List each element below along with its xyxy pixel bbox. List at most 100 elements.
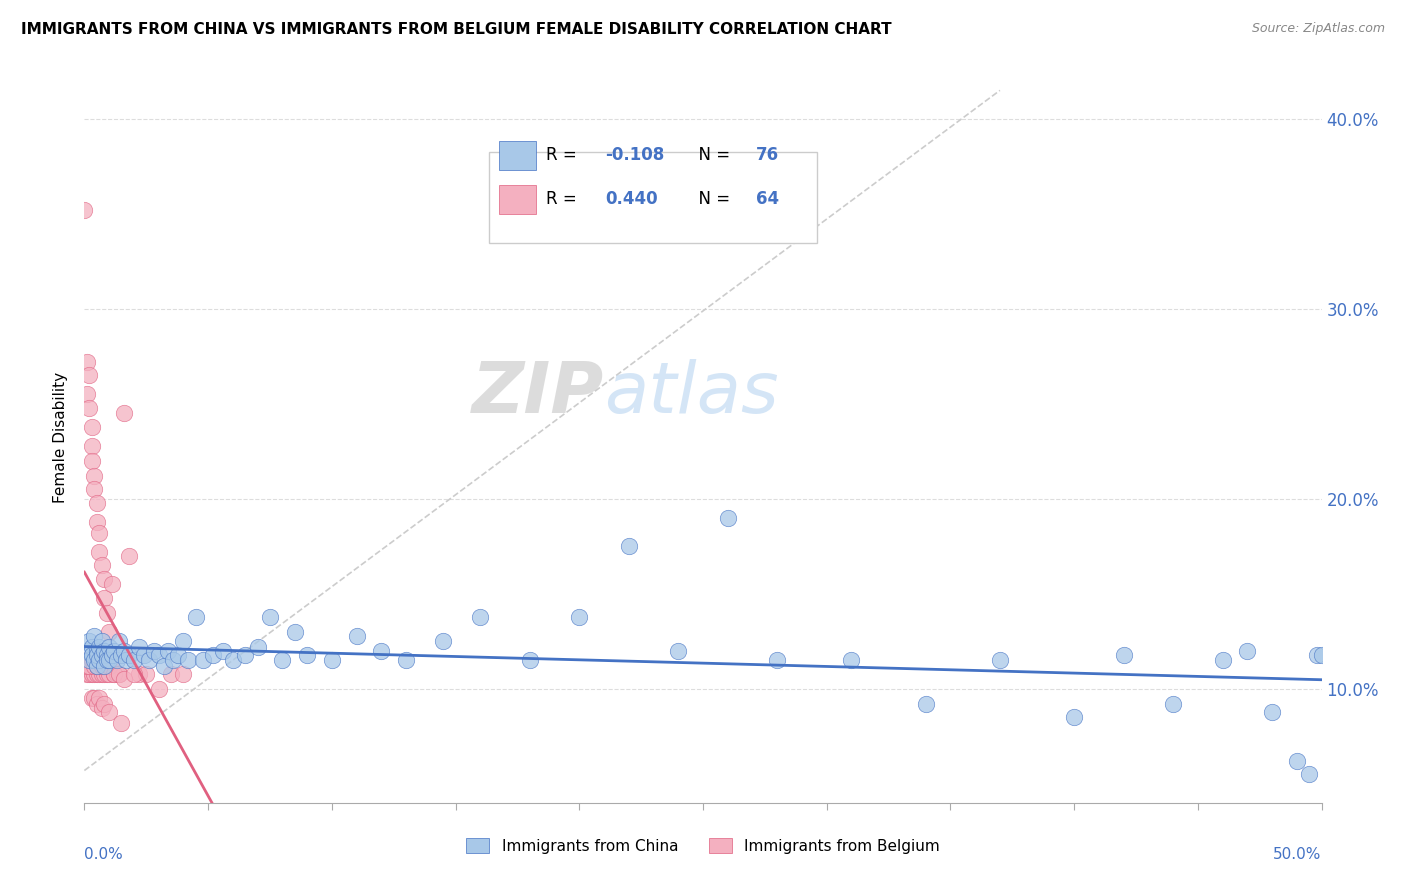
Point: [90, 701, 112, 715]
Point: [160, 666, 183, 681]
Point: [89, 545, 111, 559]
Point: [112, 673, 135, 687]
Point: [1236, 644, 1258, 658]
Point: [103, 644, 125, 658]
Point: [259, 609, 281, 624]
Point: [90, 558, 112, 573]
Point: [162, 653, 184, 667]
Point: [172, 634, 194, 648]
Point: [80, 640, 103, 654]
Point: [110, 716, 132, 731]
Legend: Immigrants from China, Immigrants from Belgium: Immigrants from China, Immigrants from B…: [467, 838, 939, 854]
Point: [157, 644, 180, 658]
Point: [96, 653, 118, 667]
Point: [93, 697, 115, 711]
Point: [246, 640, 269, 654]
Point: [122, 666, 145, 681]
Point: [128, 640, 150, 654]
Point: [112, 644, 135, 658]
Point: [80, 691, 103, 706]
Text: 76: 76: [756, 146, 779, 164]
Point: [202, 648, 225, 662]
Point: [172, 666, 194, 681]
Text: N =: N =: [688, 190, 735, 209]
Point: [98, 624, 121, 639]
Point: [167, 648, 190, 662]
Point: [76, 666, 98, 681]
Point: [86, 495, 108, 509]
Point: [89, 526, 111, 541]
Point: [148, 648, 170, 662]
Text: Source: ZipAtlas.com: Source: ZipAtlas.com: [1251, 22, 1385, 36]
Text: 64: 64: [756, 190, 779, 209]
Point: [766, 653, 789, 667]
Text: ZIP: ZIP: [472, 359, 605, 427]
Point: [112, 406, 135, 420]
Point: [148, 681, 170, 696]
Point: [717, 511, 740, 525]
Point: [76, 659, 98, 673]
Point: [80, 653, 103, 667]
Point: [83, 691, 105, 706]
Point: [122, 653, 145, 667]
Point: [80, 666, 103, 681]
Text: N =: N =: [688, 146, 735, 164]
Point: [1261, 705, 1284, 719]
Point: [80, 419, 103, 434]
Point: [184, 609, 207, 624]
Point: [100, 577, 122, 591]
Point: [86, 648, 108, 662]
Point: [96, 606, 118, 620]
Point: [86, 697, 108, 711]
Point: [1063, 710, 1085, 724]
Point: [321, 653, 343, 667]
Point: [98, 659, 121, 673]
Point: [568, 609, 591, 624]
Point: [115, 653, 138, 667]
Point: [90, 648, 112, 662]
Point: [118, 549, 141, 563]
Point: [93, 659, 115, 673]
Point: [222, 653, 245, 667]
Point: [79, 368, 101, 383]
Point: [83, 666, 105, 681]
Point: [103, 666, 125, 681]
Point: [83, 469, 105, 483]
Point: [89, 691, 111, 706]
Point: [1161, 697, 1184, 711]
Point: [118, 648, 141, 662]
Point: [152, 659, 174, 673]
Point: [914, 697, 936, 711]
Point: [93, 653, 115, 667]
Point: [98, 666, 121, 681]
Point: [90, 634, 112, 648]
Point: [108, 666, 131, 681]
Point: [86, 659, 108, 673]
Point: [83, 483, 105, 497]
Point: [90, 666, 112, 681]
Point: [89, 653, 111, 667]
Point: [177, 653, 200, 667]
Point: [80, 454, 103, 468]
Point: [93, 591, 115, 605]
Point: [1310, 648, 1333, 662]
Point: [470, 609, 492, 624]
Y-axis label: Female Disability: Female Disability: [53, 371, 69, 503]
Point: [108, 666, 131, 681]
Text: -0.108: -0.108: [605, 146, 665, 164]
Point: [73, 653, 96, 667]
Text: IMMIGRANTS FROM CHINA VS IMMIGRANTS FROM BELGIUM FEMALE DISABILITY CORRELATION C: IMMIGRANTS FROM CHINA VS IMMIGRANTS FROM…: [21, 22, 891, 37]
Point: [96, 653, 118, 667]
Point: [100, 648, 122, 662]
Point: [83, 659, 105, 673]
Point: [346, 629, 368, 643]
Text: 50.0%: 50.0%: [1274, 847, 1322, 862]
Point: [83, 653, 105, 667]
Text: 0.0%: 0.0%: [84, 847, 124, 862]
Point: [93, 666, 115, 681]
Point: [79, 659, 101, 673]
Point: [1212, 653, 1234, 667]
Point: [80, 439, 103, 453]
Point: [100, 653, 122, 667]
Point: [76, 644, 98, 658]
